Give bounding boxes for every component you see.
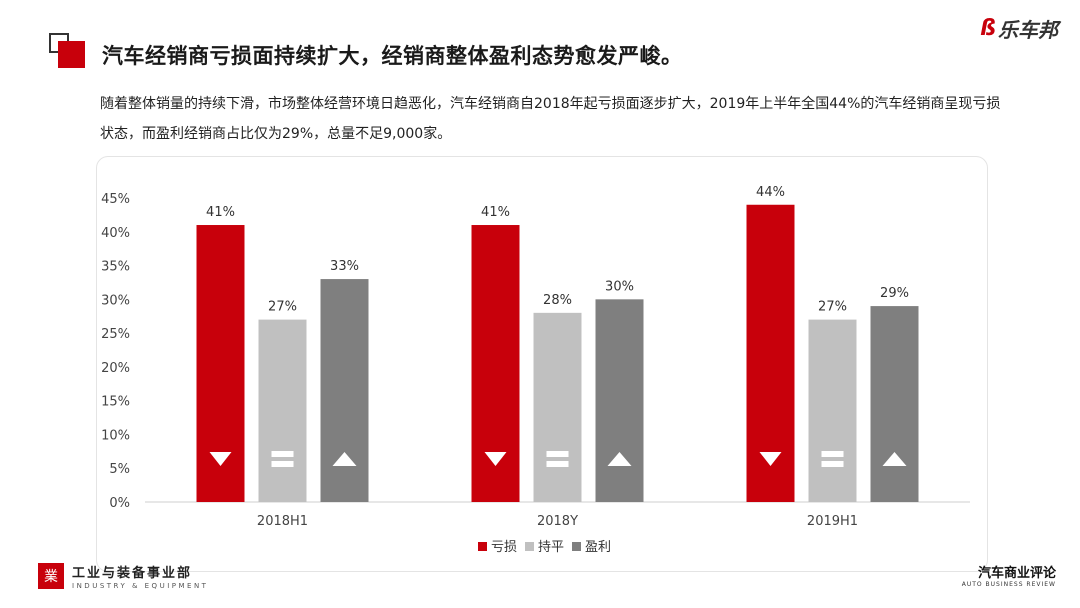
department-name-en: INDUSTRY & EQUIPMENT xyxy=(72,582,209,590)
y-tick-label: 30% xyxy=(101,293,130,308)
publisher-name: 汽车商业评论 xyxy=(977,566,1056,581)
x-category-label: 2018Y xyxy=(537,514,578,529)
legend-label: 亏损 xyxy=(491,540,517,555)
legend-label: 盈利 xyxy=(585,540,611,555)
x-category-label: 2019H1 xyxy=(807,514,858,529)
up-triangle-icon xyxy=(882,452,907,466)
data-label: 29% xyxy=(880,286,909,301)
title-decoration-block xyxy=(58,41,85,68)
equals-icon xyxy=(271,451,294,457)
bar-持平-2019H1 xyxy=(808,319,857,502)
data-label: 41% xyxy=(481,205,510,220)
brand-logo: ß 乐车邦 xyxy=(980,14,1058,43)
data-label: 28% xyxy=(543,293,572,308)
data-label: 33% xyxy=(330,259,359,274)
y-tick-label: 10% xyxy=(101,428,130,443)
legend-swatch xyxy=(572,542,581,551)
equals-icon xyxy=(821,451,844,457)
footer-right: 汽车商业评论 AUTO BUSINESS REVIEW xyxy=(962,562,1056,588)
footer-left: 業 工业与装备事业部 INDUSTRY & EQUIPMENT xyxy=(38,562,208,590)
equals-icon xyxy=(546,451,569,457)
data-label: 41% xyxy=(206,205,235,220)
brand-logo-text: 乐车邦 xyxy=(998,18,1058,42)
y-tick-label: 45% xyxy=(101,192,130,207)
y-tick-label: 25% xyxy=(101,327,130,342)
down-triangle-icon xyxy=(484,452,507,466)
bar-持平-2018Y xyxy=(533,312,582,502)
legend-label: 持平 xyxy=(538,540,564,555)
y-tick-label: 5% xyxy=(109,462,130,477)
bar-持平-2018H1 xyxy=(258,319,307,502)
y-tick-label: 15% xyxy=(101,395,130,410)
department-name: 工业与装备事业部 xyxy=(72,566,193,581)
publisher-name-en: AUTO BUSINESS REVIEW xyxy=(961,581,1056,588)
data-label: 27% xyxy=(268,300,297,315)
bar-盈利-2018H1 xyxy=(320,279,369,502)
equals-icon xyxy=(546,461,569,467)
bar-盈利-2019H1 xyxy=(870,306,919,502)
data-label: 44% xyxy=(756,185,785,200)
up-triangle-icon xyxy=(607,452,632,466)
x-category-label: 2018H1 xyxy=(257,514,308,529)
data-label: 27% xyxy=(818,300,847,315)
page-title: 汽车经销商亏损面持续扩大，经销商整体盈利态势愈发严峻。 xyxy=(102,44,683,68)
department-logo-icon: 業 xyxy=(38,563,64,589)
down-triangle-icon xyxy=(209,452,232,466)
description-text: 随着整体销量的持续下滑，市场整体经营环境日趋恶化，汽车经销商自2018年起亏损面… xyxy=(100,96,1001,142)
brand-logo-icon: ß xyxy=(980,16,996,41)
legend-swatch xyxy=(525,542,534,551)
y-tick-label: 0% xyxy=(109,496,130,511)
y-tick-label: 20% xyxy=(101,361,130,376)
chart-frame xyxy=(96,156,988,572)
data-label: 30% xyxy=(605,279,634,294)
legend-swatch xyxy=(478,542,487,551)
up-triangle-icon xyxy=(332,452,357,466)
down-triangle-icon xyxy=(759,452,782,466)
equals-icon xyxy=(821,461,844,467)
equals-icon xyxy=(271,461,294,467)
y-tick-label: 40% xyxy=(101,226,130,241)
y-tick-label: 35% xyxy=(101,260,130,275)
bar-盈利-2018Y xyxy=(595,299,644,502)
